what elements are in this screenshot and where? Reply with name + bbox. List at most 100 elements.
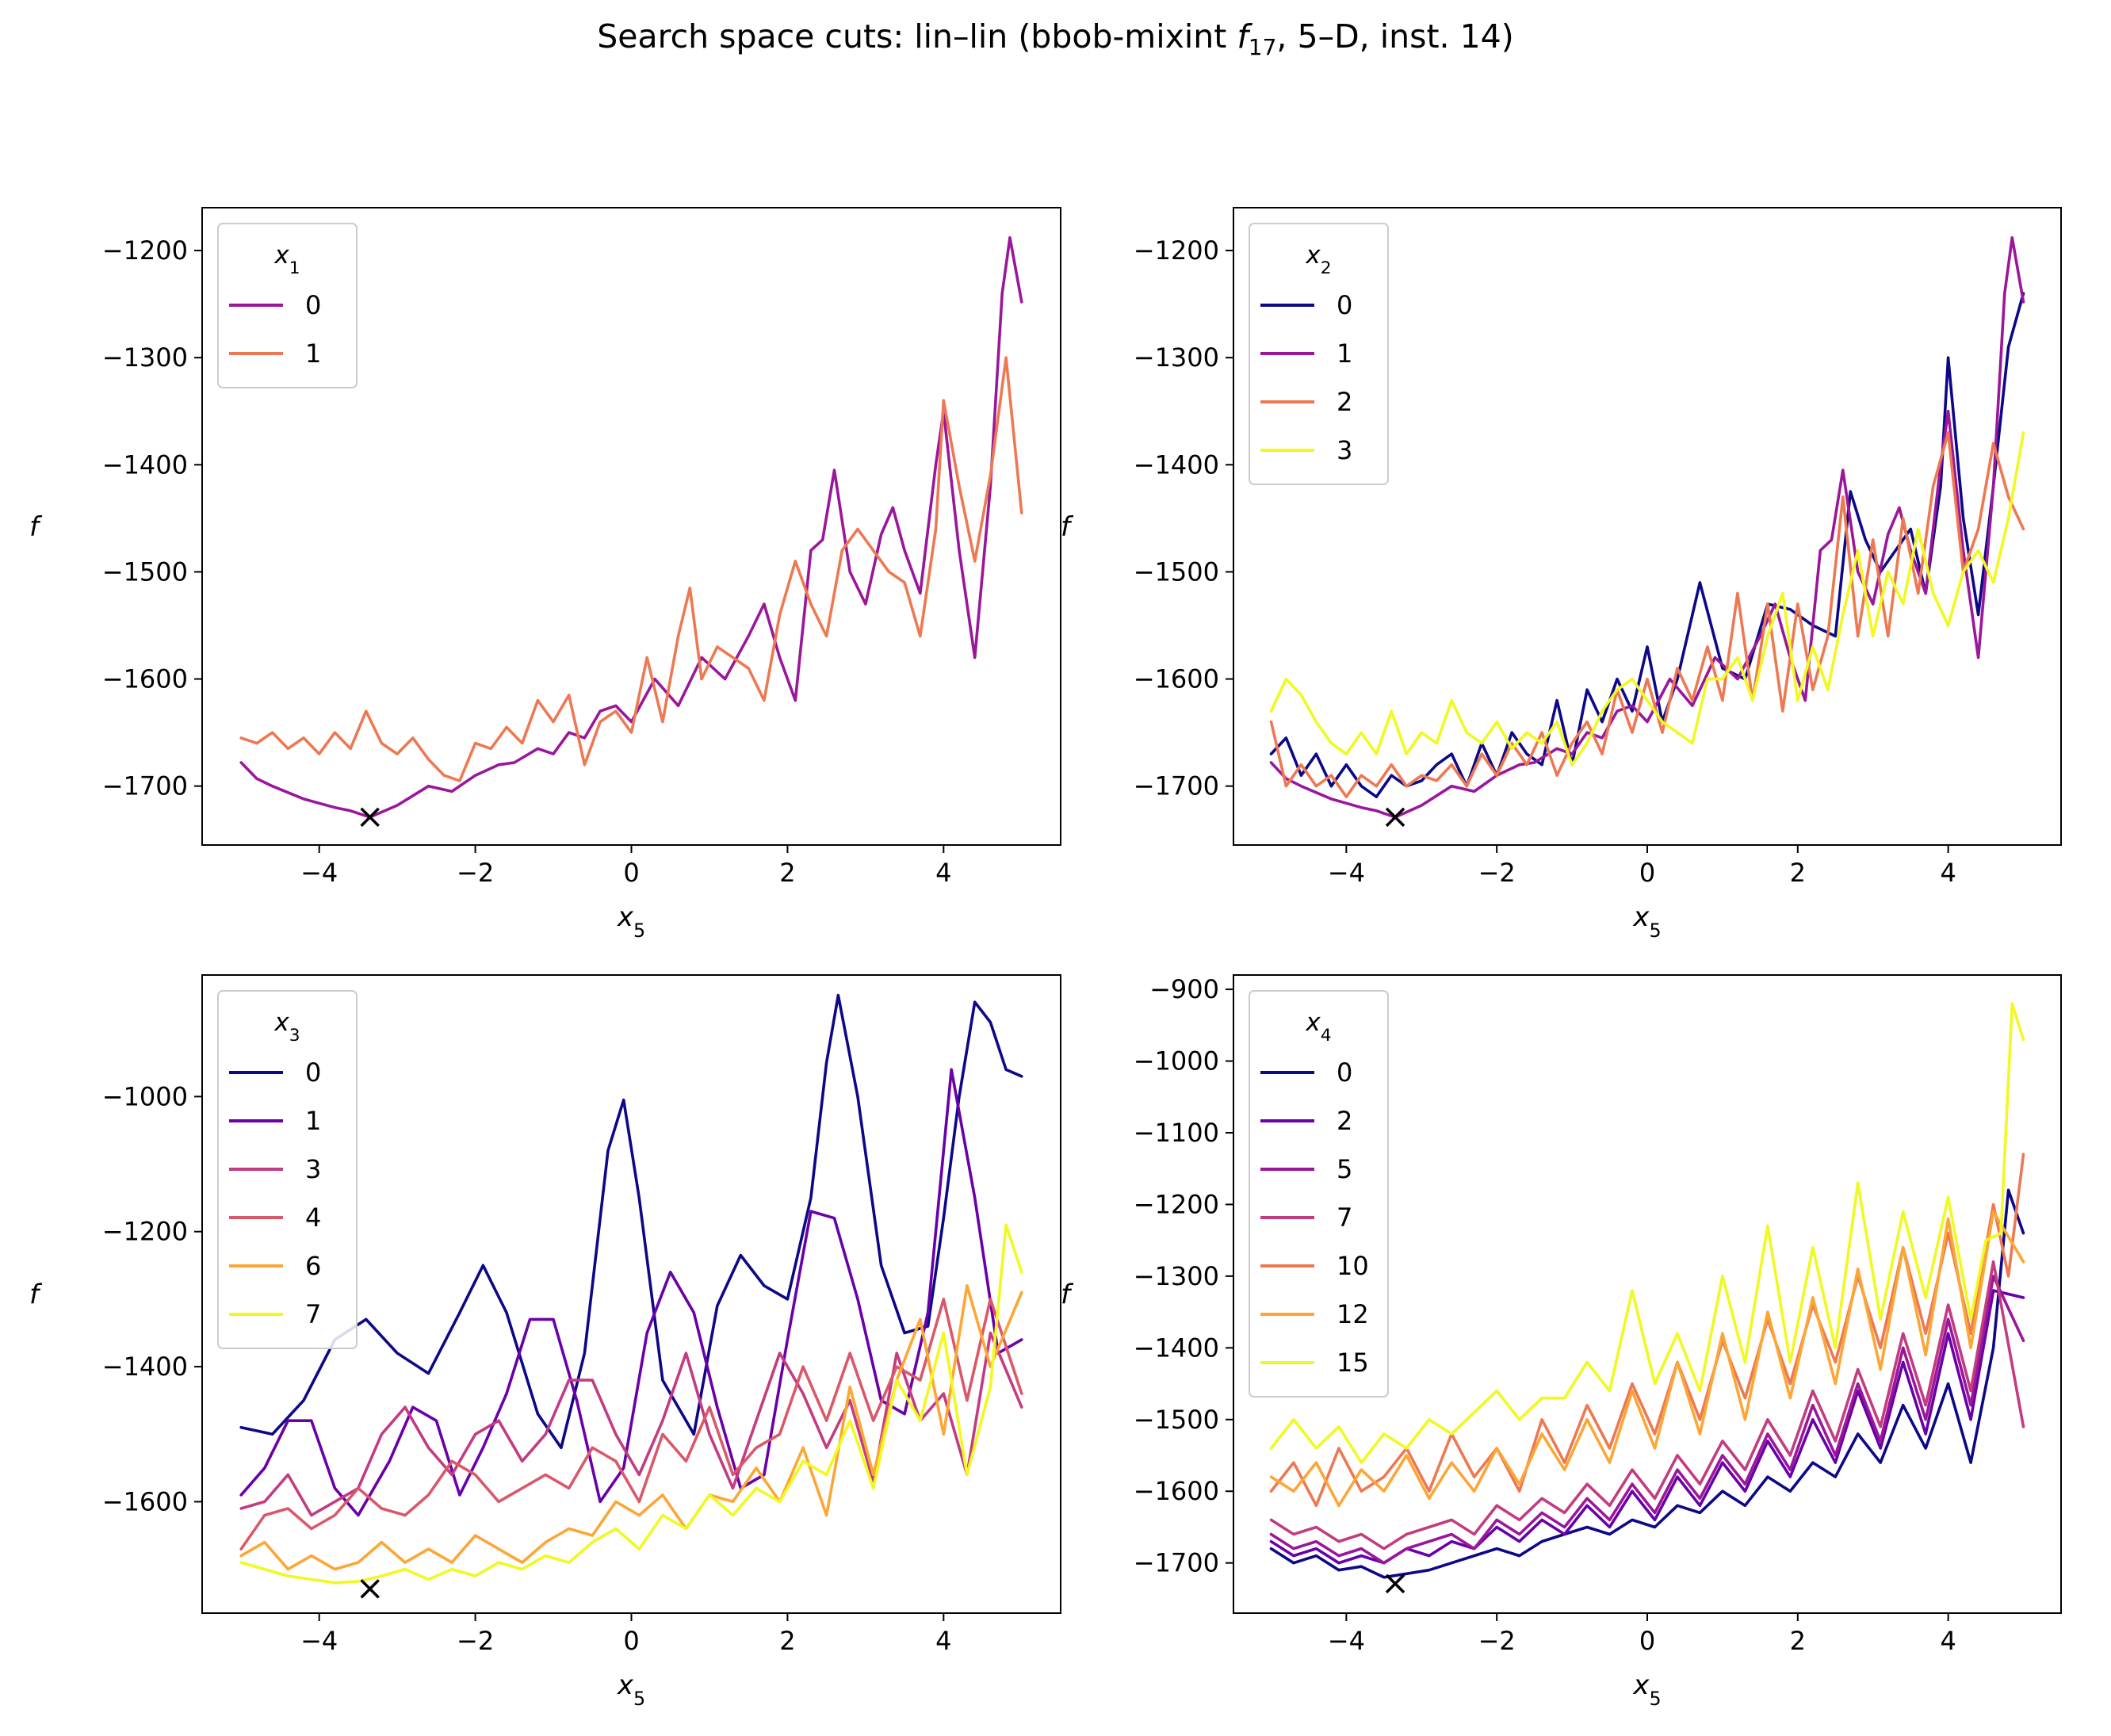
series-line-7 [1269, 1260, 2025, 1551]
y-axis-label: f [29, 1279, 43, 1311]
legend-label: 10 [1337, 1251, 1369, 1281]
optimum-marker-stroke-b [1385, 1573, 1405, 1594]
series-line-7 [239, 1223, 1023, 1585]
legend-title: x2 [1305, 241, 1331, 278]
y-tick-label: −1600 [1134, 1476, 1219, 1506]
legend-label: 5 [1337, 1154, 1352, 1184]
chart-panel-bottom-right: −4 −2 0 2 4 −1700 −1600 −1500 −1400 −1300 −1200 −11… [1061, 974, 2062, 1710]
y-tick-label: −1700 [1134, 1548, 1219, 1578]
x-tick-label: 2 [1790, 858, 1806, 888]
series-line-0 [1269, 1188, 2025, 1579]
x-tick-label: −2 [1478, 858, 1516, 888]
legend-box [217, 223, 358, 388]
x-tick-label: 4 [1940, 1626, 1956, 1656]
legend-label: 4 [305, 1203, 321, 1233]
legend: x30 1 3 4 6 7 [217, 990, 358, 1349]
series-group [1269, 236, 2025, 819]
legend: x10 1 [217, 223, 358, 388]
figure-title-tail: , 5–D, inst. 14) [1276, 17, 1514, 55]
x-tick-label: −4 [1328, 858, 1365, 888]
legend-title: x3 [273, 1008, 300, 1046]
series-line-0 [239, 236, 1023, 819]
x-tick-label: −4 [300, 1626, 338, 1656]
x-tick-label: −2 [457, 1626, 494, 1656]
x-tick-label: 0 [623, 858, 639, 888]
x-axis-label: x5 [1632, 1669, 1661, 1710]
series-group [239, 236, 1023, 819]
series-line-2 [1269, 431, 2025, 798]
x-tick-label: 2 [779, 858, 795, 888]
optimum-marker-stroke-b [1385, 807, 1405, 828]
series-line-1 [239, 1068, 1023, 1517]
x-tick-label: −2 [457, 858, 494, 888]
series-line-1 [1269, 236, 2025, 819]
x-tick-label: −4 [300, 858, 338, 888]
y-tick-label: −900 [1149, 974, 1219, 1004]
y-tick-label: −1500 [102, 556, 188, 587]
figure-title-main: Search space cuts: lin–lin (bbob-mixint [597, 17, 1237, 55]
series-group [239, 993, 1023, 1585]
x-axis-label: x5 [617, 901, 645, 942]
legend-label: 3 [305, 1154, 321, 1184]
y-tick-label: −1600 [102, 1486, 188, 1516]
series-line-10 [1269, 1153, 2025, 1508]
series-line-3 [239, 1331, 1023, 1517]
y-tick-label: −1600 [1134, 664, 1219, 694]
legend-label: 15 [1337, 1348, 1369, 1378]
x-tick-label: −2 [1478, 1626, 1516, 1656]
optimum-marker-stroke-b [360, 807, 380, 828]
x-tick-label: 4 [935, 1626, 951, 1656]
legend-label: 1 [1337, 338, 1352, 369]
series-line-3 [1269, 431, 2025, 767]
legend-label: 7 [1337, 1203, 1352, 1233]
y-tick-label: −1200 [1134, 1189, 1219, 1219]
legend: x20 1 2 3 [1249, 223, 1389, 485]
y-tick-label: −1000 [1134, 1046, 1219, 1076]
legend-box [1249, 990, 1389, 1398]
y-tick-label: −1700 [1134, 771, 1219, 801]
x-axis-label: x5 [1632, 901, 1661, 942]
legend-label: 3 [1337, 435, 1352, 465]
x-tick-label: 4 [1940, 858, 1956, 888]
x-tick-label: 0 [1639, 858, 1655, 888]
legend-label: 1 [305, 338, 321, 369]
y-tick-label: −1500 [1134, 1405, 1219, 1435]
x-tick-label: 0 [1639, 1626, 1655, 1656]
x-tick-label: 4 [935, 858, 951, 888]
y-tick-label: −1000 [102, 1081, 188, 1111]
legend-box [217, 990, 358, 1349]
y-axis-label: f [1061, 511, 1074, 543]
optimum-marker-stroke-b [360, 1579, 380, 1599]
y-tick-label: −1200 [102, 1217, 188, 1247]
figure-title-func-symbol: f [1237, 17, 1249, 55]
chart-panel-top-right: −4 −2 0 2 4 −1700 −1600 −1500 −1400 −1300 −1200 x5 f… [1061, 207, 2062, 942]
series-line-15 [1269, 1002, 2025, 1464]
series-line-12 [1269, 1210, 2025, 1508]
legend-label: 6 [305, 1251, 321, 1281]
x-axis-label: x5 [617, 1669, 645, 1710]
y-tick-label: −1400 [102, 449, 188, 480]
legend-label: 2 [1337, 387, 1352, 417]
figure-title-func-subscript: 17 [1248, 34, 1277, 61]
y-tick-label: −1500 [1134, 556, 1219, 587]
legend-label: 1 [305, 1106, 321, 1136]
y-tick-label: −1100 [1134, 1118, 1219, 1148]
legend-title: x4 [1305, 1008, 1331, 1046]
series-line-1 [239, 356, 1023, 782]
y-tick-label: −1300 [1134, 342, 1219, 373]
legend-label: 2 [1337, 1106, 1352, 1136]
y-tick-label: −1300 [102, 342, 188, 373]
y-tick-label: −1600 [102, 664, 188, 694]
x-tick-label: 2 [779, 1626, 795, 1656]
y-tick-label: −1200 [1134, 235, 1219, 266]
legend-label: 0 [305, 290, 321, 320]
optimum-marker [360, 807, 380, 828]
optimum-marker [1385, 807, 1405, 828]
figure-title: Search space cuts: lin–lin (bbob-mixint … [0, 17, 2111, 60]
optimum-marker [1385, 1573, 1405, 1594]
series-line-0 [1269, 292, 2025, 798]
series-line-4 [239, 1298, 1023, 1551]
y-axis-label: f [29, 511, 43, 543]
